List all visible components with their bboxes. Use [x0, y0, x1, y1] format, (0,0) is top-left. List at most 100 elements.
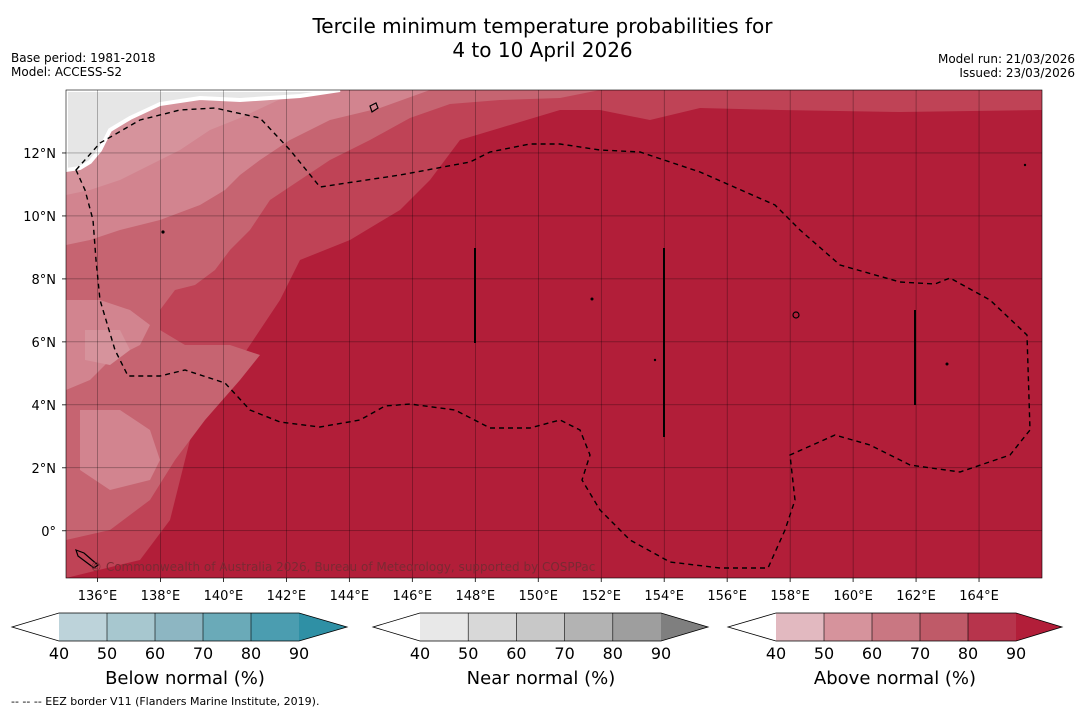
colorbar-tick-label: 60 — [145, 644, 165, 663]
y-tick-label: 4°N — [32, 399, 57, 414]
colorbar-tick-label: 90 — [1006, 644, 1026, 663]
above-normal-70-region — [66, 90, 1042, 578]
colorbar-tick-label: 80 — [241, 644, 261, 663]
above-normal-label: Above normal (%) — [813, 668, 977, 689]
colorbar-outline — [371, 612, 710, 642]
colorbar-tick-label: 80 — [603, 644, 623, 663]
near-normal-label: Near normal (%) — [466, 668, 616, 689]
colorbar-under-tri — [12, 613, 59, 641]
colorbar-over-tri — [661, 613, 708, 641]
colorbar-bin — [872, 613, 920, 641]
meta-left: Base period: 1981-2018 Model: ACCESS-S2 — [11, 51, 156, 79]
colorbar-bin — [251, 613, 299, 641]
title-line-2: 4 to 10 April 2026 — [452, 38, 633, 62]
plot-frame — [65, 89, 1043, 579]
x-tick-label: 140°E — [204, 589, 244, 604]
base-period: Base period: 1981-2018 — [11, 51, 156, 65]
colorbar-over-tri — [1016, 613, 1062, 641]
colorbar-bin — [612, 613, 661, 641]
colorbars: 40 50 60 70 80 90 40 50 60 70 80 90 40 50 60 70 80 90 — [10, 612, 1064, 663]
colorbar-bin — [920, 613, 968, 641]
island-palau — [75, 548, 99, 569]
x-tick-label: 154°E — [644, 589, 684, 604]
colorbar-outline — [10, 612, 349, 642]
colorbar-bin — [468, 613, 517, 641]
above-normal-40-region — [66, 90, 300, 365]
eez-border — [75, 107, 1031, 569]
colorbar-tick-label: 60 — [506, 644, 526, 663]
colorbar-bin — [824, 613, 872, 641]
map-plot-area: © Commonwealth of Australia 2026, Bureau… — [66, 90, 1042, 578]
colorbar-under-tri — [373, 613, 420, 641]
grid-lines — [66, 90, 1042, 578]
colorbar-bin — [107, 613, 155, 641]
island-d — [1023, 163, 1027, 167]
colorbar-tick-label: 60 — [862, 644, 882, 663]
colorbar-bin — [203, 613, 251, 641]
colorbar-bin — [776, 613, 824, 641]
y-tick-label: 8°N — [32, 273, 57, 288]
meta-right: Model run: 21/03/2026 Issued: 23/03/2026 — [938, 52, 1075, 80]
colorbar-tick-label: 70 — [910, 644, 930, 663]
colorbar-tick-label: 50 — [458, 644, 478, 663]
missing-data-region — [66, 90, 341, 173]
colorbar-outline — [726, 612, 1064, 642]
island-pohnpei — [792, 311, 800, 319]
chart-title: Tercile minimum temperature probabilitie… — [0, 14, 1085, 62]
x-tick-label: 150°E — [518, 589, 558, 604]
colorbar-tick-label: 40 — [49, 644, 69, 663]
above-normal-50-region — [66, 90, 430, 490]
colorbar-tick-label: 70 — [554, 644, 574, 663]
island-c — [945, 362, 949, 366]
colorbar-title-near: Near normal (%) — [416, 668, 666, 689]
model-run: Model run: 21/03/2026 — [937, 52, 1075, 66]
x-tick-label: 160°E — [833, 589, 873, 604]
x-tick-label: 148°E — [456, 589, 496, 604]
colorbar-tick-label: 50 — [97, 644, 117, 663]
colorbar-bin — [420, 613, 469, 641]
x-tick-label: 144°E — [330, 589, 370, 604]
colorbar-bin — [564, 613, 613, 641]
colorbar-tick-label: 80 — [958, 644, 978, 663]
island-e — [653, 358, 657, 362]
island-north — [369, 102, 379, 113]
y-tick-label: 10°N — [23, 210, 56, 225]
colorbar-bin — [155, 613, 203, 641]
colorbar-2: 40 50 60 70 80 90 — [726, 612, 1064, 663]
x-tick-label: 152°E — [581, 589, 621, 604]
y-tick-label: 0° — [41, 525, 56, 540]
y-tick-label: 6°N — [32, 336, 57, 351]
colorbar-over-tri — [299, 613, 347, 641]
colorbar-tick-label: 90 — [651, 644, 671, 663]
below-normal-label: Below normal (%) — [105, 668, 265, 689]
colorbar-tick-label: 90 — [289, 644, 309, 663]
colorbar-bin — [59, 613, 107, 641]
issued-date: Issued: 23/03/2026 — [959, 66, 1075, 80]
island-a — [161, 230, 165, 234]
x-tick-label: 162°E — [896, 589, 936, 604]
y-tick-label: 2°N — [32, 462, 57, 477]
x-tick-label: 156°E — [707, 589, 747, 604]
model-name: Model: ACCESS-S2 — [11, 65, 123, 79]
colorbar-under-tri — [728, 613, 776, 641]
x-tick-label: 146°E — [393, 589, 433, 604]
axis-ticks: 136°E 138°E 140°E 142°E 144°E 146°E 148°E 150°E… — [23, 147, 999, 604]
x-tick-label: 142°E — [267, 589, 307, 604]
x-tick-label: 136°E — [78, 589, 118, 604]
colorbar-tick-label: 70 — [193, 644, 213, 663]
eez-footnote: -- -- -- EEZ border V11 (Flanders Marine… — [11, 695, 320, 708]
colorbar-1: 40 50 60 70 80 90 — [371, 612, 710, 663]
colorbar-tick-label: 40 — [766, 644, 786, 663]
copyright-text: © Commonwealth of Australia 2026, Bureau… — [90, 560, 595, 574]
colorbar-tick-label: 50 — [814, 644, 834, 663]
title-line-1: Tercile minimum temperature probabilitie… — [312, 14, 773, 38]
colorbar-title-above: Above normal (%) — [770, 668, 1020, 689]
x-tick-label: 138°E — [141, 589, 181, 604]
colorbar-title-below: Below normal (%) — [60, 668, 310, 689]
colorbar-bin — [516, 613, 565, 641]
colorbar-0: 40 50 60 70 80 90 — [10, 612, 349, 663]
island-b — [590, 297, 594, 301]
colorbar-bin — [968, 613, 1016, 641]
colorbar-tick-label: 40 — [410, 644, 430, 663]
